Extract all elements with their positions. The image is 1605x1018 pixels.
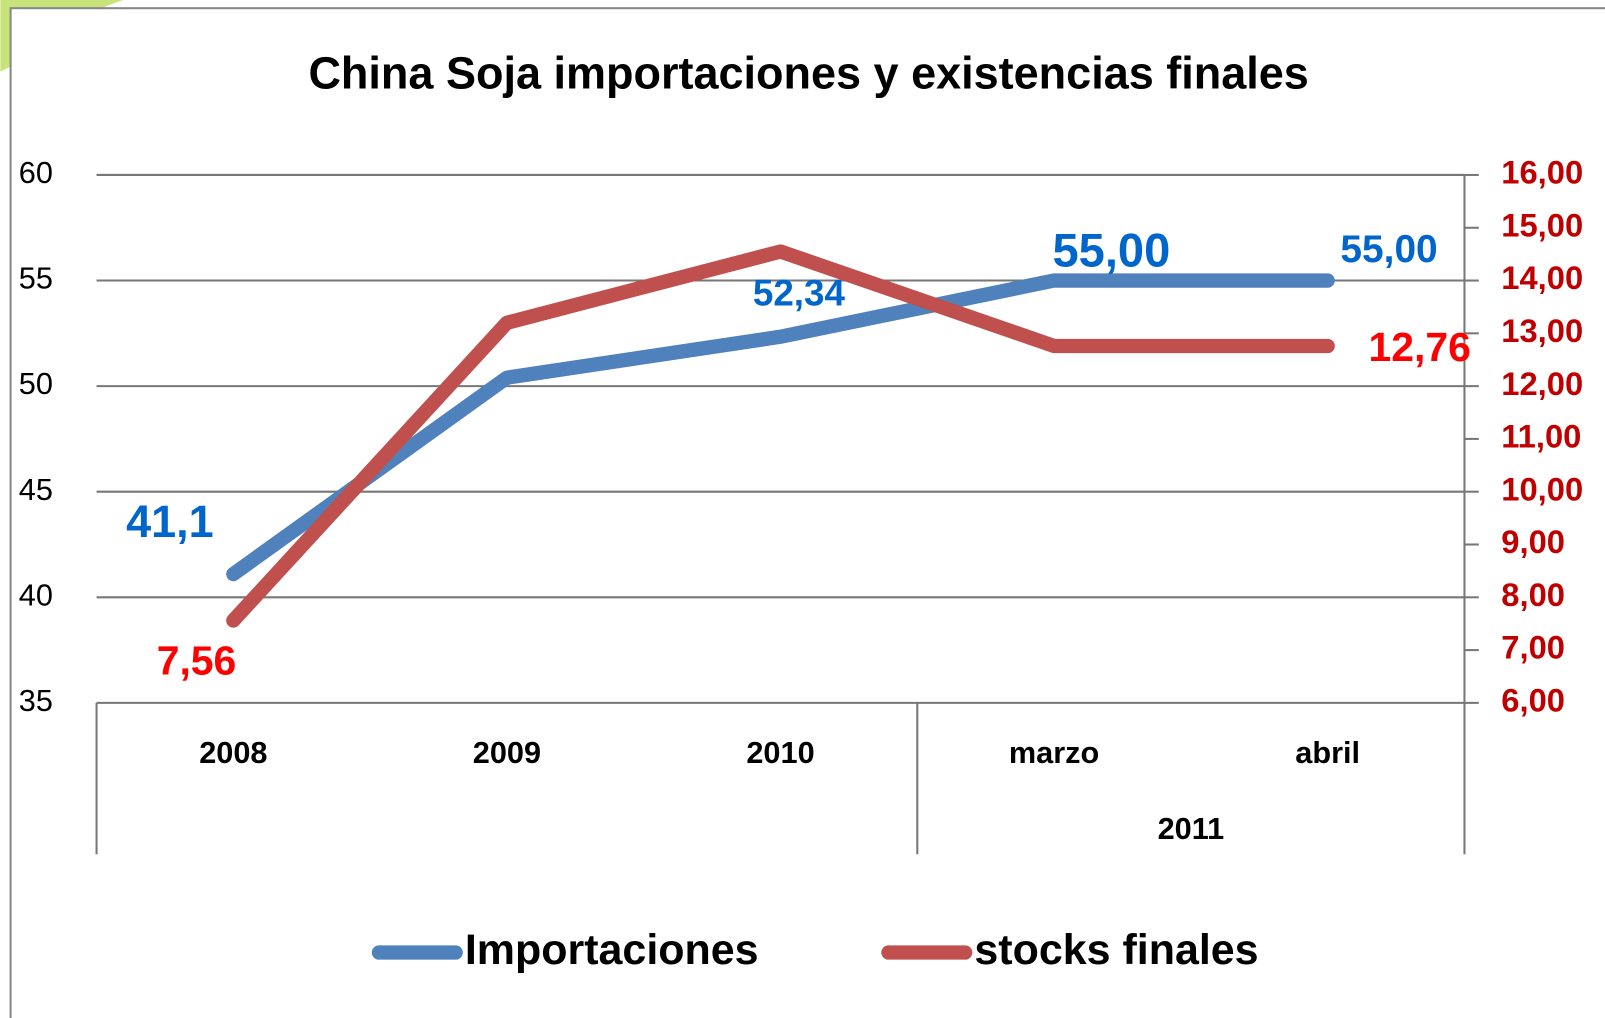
y2-tick-label: 15,00 (1501, 206, 1583, 243)
data-label: 55,00 (1053, 223, 1171, 276)
y2-tick-label: 13,00 (1501, 312, 1583, 349)
y-tick-label: 45 (19, 472, 53, 507)
x-tick-label: 2009 (473, 735, 541, 770)
y-tick-label: 50 (19, 366, 53, 401)
x-group-label: 2011 (1158, 811, 1225, 846)
y2-tick-label: 12,00 (1501, 365, 1583, 402)
y2-tick-label: 7,00 (1501, 629, 1565, 666)
legend-label: Importaciones (465, 926, 759, 974)
legend-label: stocks finales (974, 926, 1258, 974)
y-tick-label: 55 (19, 261, 53, 296)
data-label: 7,56 (157, 637, 237, 683)
y2-tick-label: 16,00 (1501, 154, 1583, 191)
series-line (226, 244, 1335, 628)
data-label: 12,76 (1369, 324, 1471, 370)
y2-tick-label: 8,00 (1501, 576, 1565, 613)
series-line (226, 273, 1335, 582)
y2-tick-label: 11,00 (1501, 418, 1581, 455)
x-tick-label: abril (1295, 735, 1360, 770)
data-label: 55,00 (1340, 228, 1437, 271)
y-tick-label: 40 (19, 577, 53, 612)
data-label: 41,1 (126, 496, 214, 547)
x-tick-label: marzo (1009, 735, 1099, 770)
y2-tick-label: 14,00 (1501, 259, 1583, 296)
chart-title: China Soja importaciones y existencias f… (308, 48, 1308, 99)
y2-tick-label: 10,00 (1501, 470, 1583, 507)
y-tick-label: 60 (19, 155, 53, 190)
data-label: 52,34 (753, 273, 846, 314)
y2-tick-label: 9,00 (1501, 523, 1565, 560)
x-tick-label: 2008 (199, 735, 267, 770)
chart-frame (9, 7, 1605, 1018)
x-tick-label: 2010 (746, 735, 814, 770)
y-tick-label: 35 (19, 683, 53, 718)
y2-tick-label: 6,00 (1501, 682, 1565, 719)
